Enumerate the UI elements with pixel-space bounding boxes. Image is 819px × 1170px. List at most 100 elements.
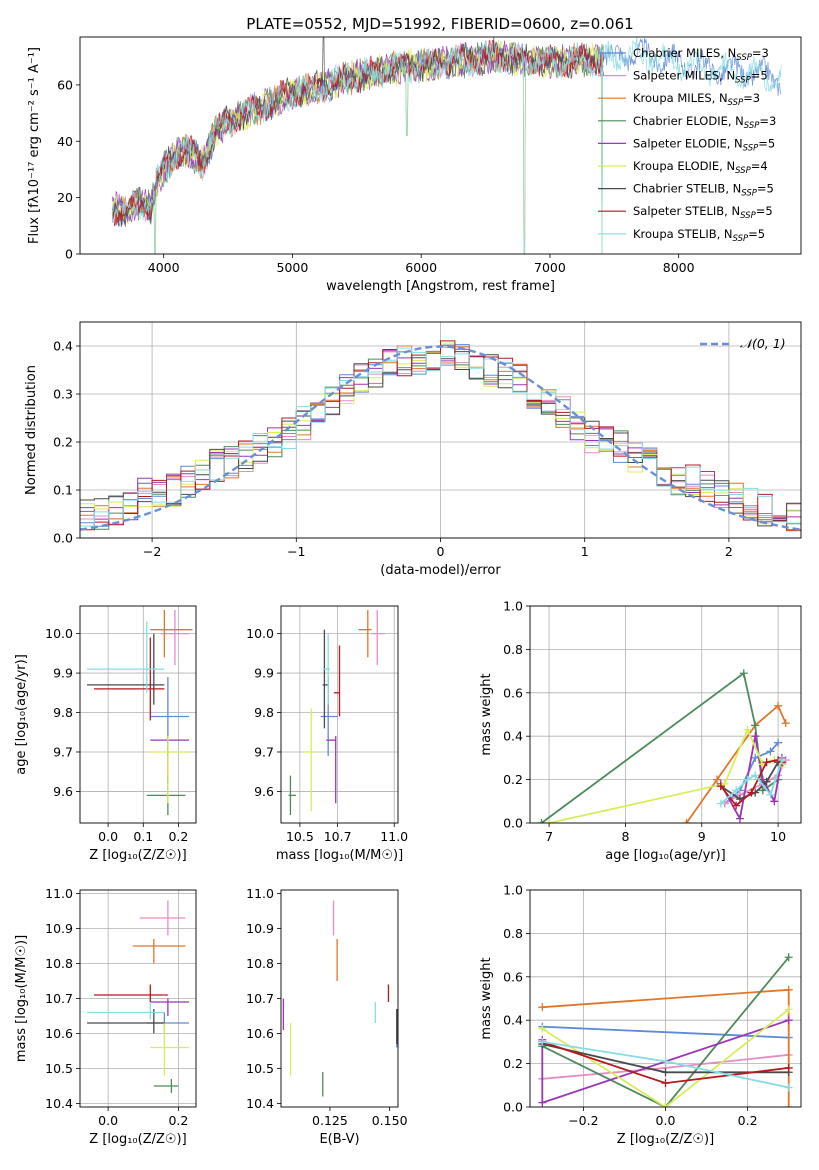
legend-entry: Salpeter MILES, NSSP=5 (633, 69, 768, 86)
x-tick-label: −0.2 (568, 1113, 598, 1128)
weight-marker (758, 786, 767, 795)
y-tick-label: 9.6 (53, 784, 73, 799)
y-tick-label: 11.0 (45, 886, 73, 901)
legend-text: Salpeter STELIB, N (633, 204, 740, 218)
legend-suffix: =5 (757, 182, 774, 196)
weight-vs-metallicity-panel: −0.2 0.0 0.2 0.0 0.2 0.4 0.6 0.8 1.0 Z [log₁₀(Z/Z… (479, 883, 802, 1147)
x-axis-label: wavelength [Angstrom, rest frame] (326, 279, 555, 294)
data-point (150, 736, 189, 804)
spectrum-lines (111, 37, 782, 254)
x-tick-label: 0.2 (168, 1113, 188, 1128)
error-bars (87, 900, 189, 1093)
weight-lines (537, 669, 790, 823)
y-tick-label: 10.5 (45, 1061, 73, 1076)
y-tick-label: 0.4 (503, 1013, 523, 1028)
data-point (322, 633, 331, 705)
legend-subscript: SSP (743, 143, 759, 153)
x-tick-label: 4000 (148, 260, 180, 275)
data-point (150, 609, 193, 658)
error-bars (87, 609, 193, 816)
spectrum-panel: 4000 5000 6000 7000 8000 0 20 40 60 wavelength [A… (27, 36, 802, 294)
x-tick-label: 8 (621, 829, 629, 844)
legend-entry: Kroupa MILES, NSSP=3 (633, 91, 760, 108)
x-axis-label: Z [log₁₀(Z/Z☉)] (89, 1132, 186, 1147)
y-axis-label: age [log₁₀(age/yr)] (14, 654, 29, 775)
axes-frame (79, 321, 802, 539)
legend-subscript: SSP (744, 121, 760, 131)
x-tick-label: 0 (437, 544, 445, 559)
y-tick-label: 10.8 (246, 956, 274, 971)
weight-marker (751, 721, 760, 730)
legend-text: Salpeter ELODIE, N (633, 136, 743, 150)
y-tick-label: 9.9 (53, 666, 73, 681)
y-tick-label: 10.6 (246, 1026, 274, 1041)
spectrum-series-line (111, 40, 604, 224)
weight-marker (661, 1057, 670, 1066)
x-axis-label: (data-model)/error (380, 563, 501, 578)
y-tick-label: 1.0 (503, 599, 523, 614)
legend-suffix: =5 (748, 227, 765, 241)
age-vs-metallicity-panel: 0.0 0.1 0.2 9.6 9.7 9.8 9.9 10.0 Z [log₁₀(Z/Z☉)]… (14, 605, 197, 863)
weight-marker (713, 775, 722, 784)
legend-entry: Chabrier MILES, NSSP=3 (633, 46, 769, 63)
weight-lines (538, 953, 793, 1107)
axes-frame (79, 36, 802, 255)
data-point (333, 645, 341, 717)
weight-marker (777, 756, 786, 765)
legend-entry: Salpeter STELIB, NSSP=5 (633, 204, 773, 221)
y-tick-label: 10.7 (246, 991, 274, 1006)
legend-suffix: =5 (758, 136, 775, 150)
x-tick-label: 5000 (277, 260, 309, 275)
x-tick-label: 10 (770, 829, 786, 844)
y-tick-label: 10.5 (246, 1061, 274, 1076)
weight-marker (751, 753, 760, 762)
weight-marker (762, 758, 771, 767)
legend-text: Chabrier STELIB, N (633, 182, 741, 196)
x-tick-label: 10.5 (286, 829, 314, 844)
legend-text: Kroupa STELIB, N (633, 227, 733, 241)
legend-text: Chabrier ELODIE, N (633, 114, 744, 128)
weight-marker (766, 790, 775, 799)
legend-suffix: =5 (751, 69, 768, 83)
y-tick-label: 10.0 (45, 626, 73, 641)
data-point (322, 629, 329, 729)
y-tick-label: 0.8 (503, 926, 523, 941)
weight-marker (735, 814, 744, 823)
x-axis-label: Z [log₁₀(Z/Z☉)] (617, 1132, 714, 1147)
y-axis-label: Flux [fλ10⁻¹⁷ erg cm⁻² s⁻¹ A⁻¹] (27, 47, 42, 244)
data-point (139, 900, 186, 936)
axes-frame (529, 605, 802, 824)
weight-series-line (541, 956, 790, 1107)
y-tick-label: 10.4 (45, 1096, 73, 1111)
legend-subscript: SSP (735, 166, 751, 176)
data-point (87, 1002, 165, 1020)
weight-marker (784, 1083, 793, 1092)
axes-frame (79, 889, 197, 1108)
axes-frame (529, 889, 802, 1108)
y-tick-label: 10.8 (45, 956, 73, 971)
y-tick-label: 11.0 (246, 886, 274, 901)
error-bars (282, 900, 398, 1097)
data-point (150, 998, 189, 1016)
data-point (160, 609, 189, 666)
legend-text: Salpeter MILES, N (633, 69, 735, 83)
legend-subscript: SSP (736, 53, 752, 63)
x-tick-label: 0.125 (312, 1113, 348, 1128)
legend-subscript: SSP (741, 189, 757, 199)
weight-series-line (542, 1025, 789, 1039)
weight-marker (716, 799, 725, 808)
data-point (146, 775, 186, 816)
axes-frame (79, 605, 197, 824)
legend-text: Kroupa MILES, N (633, 91, 728, 105)
weight-marker (784, 953, 793, 962)
x-tick-label: 0.0 (98, 829, 118, 844)
weight-marker (743, 775, 752, 784)
y-tick-label: 10.9 (45, 921, 73, 936)
y-axis-label: mass [log₁₀(M/M☉)] (14, 935, 29, 1062)
weight-marker (747, 788, 756, 797)
legend-suffix: =3 (743, 91, 760, 105)
x-tick-label: 1 (581, 544, 589, 559)
x-axis-label: age [log₁₀(age/yr)] (605, 848, 726, 863)
y-tick-label: 9.7 (254, 744, 274, 759)
